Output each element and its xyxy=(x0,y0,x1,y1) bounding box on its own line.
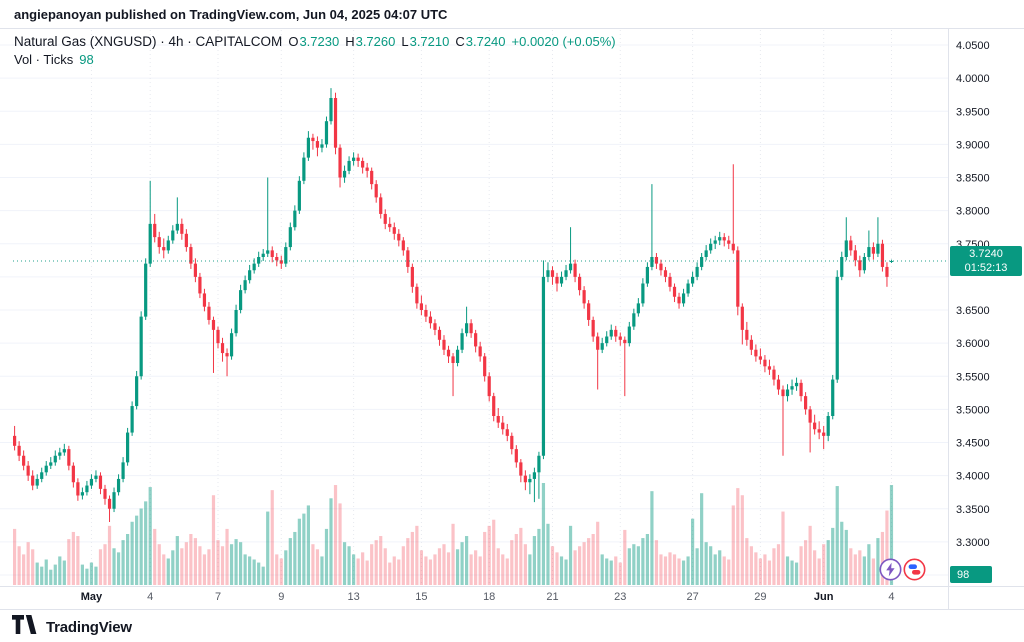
time-axis-label: May xyxy=(81,591,103,603)
time-axis-label: 21 xyxy=(546,591,558,603)
footer: TradingView xyxy=(12,615,132,639)
ad-flag-icon[interactable] xyxy=(903,558,926,581)
symbol-title[interactable]: Natural Gas (XNGUSD) · 4h · CAPITALCOM xyxy=(14,34,283,49)
low-value: 3.7210 xyxy=(409,34,450,49)
attribution-text: angiepanoyan published on TradingView.co… xyxy=(14,7,448,22)
price-axis-label: 3.8000 xyxy=(956,206,990,218)
candlestick-series xyxy=(13,88,894,522)
time-axis-label: 27 xyxy=(686,591,698,603)
time-axis-label: 15 xyxy=(415,591,427,603)
volume-series xyxy=(13,483,894,585)
time-axis-label: 4 xyxy=(147,591,153,603)
time-axis-label: 23 xyxy=(614,591,626,603)
price-axis-label: 3.6000 xyxy=(956,338,990,350)
chart-legend: Natural Gas (XNGUSD) · 4h · CAPITALCOM O… xyxy=(14,33,616,69)
price-axis-label: 3.4000 xyxy=(956,471,990,483)
time-axis-label: Jun xyxy=(814,591,834,603)
low-label: L xyxy=(401,34,409,49)
time-axis-label: 7 xyxy=(215,591,221,603)
price-axis-label: 3.5500 xyxy=(956,371,990,383)
price-axis-label: 4.0500 xyxy=(956,40,990,52)
price-axis-label: 3.3500 xyxy=(956,504,990,516)
price-axis-label: 3.4500 xyxy=(956,438,990,450)
boost-lightning-icon[interactable] xyxy=(879,558,902,581)
time-axis[interactable]: May 4 7 9 13 15 18 21 23 27 29 Jun 4 xyxy=(81,591,895,603)
tradingview-wordmark[interactable]: TradingView xyxy=(46,618,132,636)
change-value: +0.0020 (+0.05%) xyxy=(511,34,616,49)
close-label: C xyxy=(455,34,465,49)
price-axis-label: 3.6500 xyxy=(956,305,990,317)
volume-ticks-badge: 98 xyxy=(950,566,992,583)
time-axis-label: 29 xyxy=(754,591,766,603)
high-readout: H 3.7260 xyxy=(345,33,395,51)
open-value: 3.7230 xyxy=(299,34,340,49)
current-price-label: 3.7240 01:52:13 xyxy=(950,246,1022,276)
price-axis-label: 3.8500 xyxy=(956,173,990,185)
time-axis-label: 4 xyxy=(888,591,894,603)
current-price: 3.7240 xyxy=(969,248,1003,260)
volume-label: Vol · Ticks xyxy=(14,52,74,67)
low-readout: L 3.7210 xyxy=(401,33,449,51)
close-readout: C 3.7240 xyxy=(455,33,505,51)
high-label: H xyxy=(345,34,355,49)
legend-volume-row: Vol · Ticks 98 xyxy=(14,51,616,69)
gridlines xyxy=(0,30,948,586)
price-axis[interactable]: 4.05004.00003.95003.90003.85003.80003.75… xyxy=(956,40,990,582)
price-axis-label: 3.9500 xyxy=(956,106,990,118)
chart-corner-icons xyxy=(879,558,926,581)
time-axis-label: 18 xyxy=(483,591,495,603)
bar-countdown: 01:52:13 xyxy=(964,262,1008,274)
price-axis-label: 3.5000 xyxy=(956,404,990,416)
price-axis-label: 3.3000 xyxy=(956,537,990,549)
chart-frame xyxy=(0,28,1024,610)
close-value: 3.7240 xyxy=(465,34,506,49)
time-axis-label: 13 xyxy=(347,591,359,603)
legend-symbol-row: Natural Gas (XNGUSD) · 4h · CAPITALCOM O… xyxy=(14,33,616,51)
volume-value: 98 xyxy=(79,52,94,67)
high-value: 3.7260 xyxy=(355,34,396,49)
price-axis-label: 4.0000 xyxy=(956,73,990,85)
open-label: O xyxy=(288,34,299,49)
open-readout: O 3.7230 xyxy=(288,33,339,51)
price-axis-label: 3.9000 xyxy=(956,139,990,151)
tradingview-logo-icon[interactable] xyxy=(12,615,39,639)
time-axis-label: 9 xyxy=(278,591,284,603)
